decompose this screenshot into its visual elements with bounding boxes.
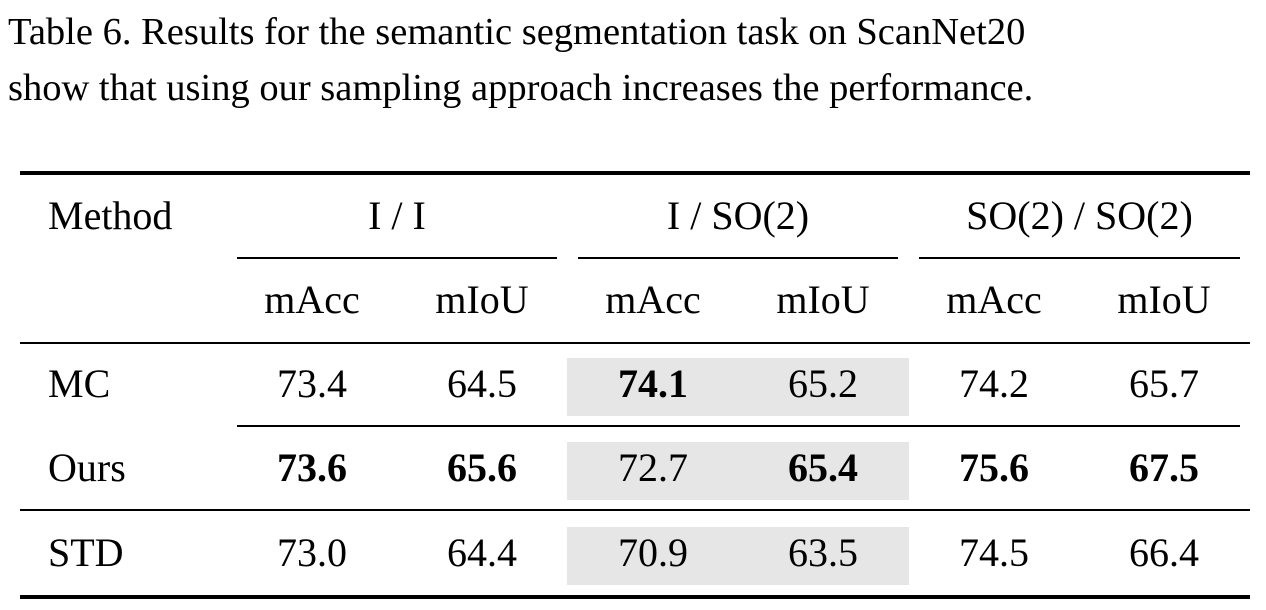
highlight-cell-std (567, 527, 909, 585)
caption-line-1: Table 6. Results for the semantic segmen… (8, 11, 1026, 53)
table-cell-best: 65.6 (447, 445, 517, 490)
metric-header: mIoU (1117, 277, 1211, 322)
highlight-cell-ours (567, 442, 909, 500)
mid-partial-rule (237, 425, 1240, 427)
row-label-ours: Ours (48, 445, 126, 490)
table-cell: 66.4 (1129, 530, 1199, 575)
table-caption: Table 6. Results for the semantic segmen… (8, 4, 1264, 116)
table-cell: 70.9 (618, 530, 688, 575)
metric-header: mAcc (605, 277, 701, 322)
group-underline-3 (919, 257, 1240, 259)
row-label-mc: MC (48, 361, 111, 406)
table-cell: 73.0 (277, 530, 347, 575)
table-cell: 73.4 (277, 361, 347, 406)
table-cell: 63.5 (788, 530, 858, 575)
table-cell: 74.5 (959, 530, 1029, 575)
group-header-1: I / I (368, 193, 426, 238)
table-cell: 65.2 (788, 361, 858, 406)
metric-header: mIoU (435, 277, 529, 322)
top-rule (20, 171, 1250, 175)
group-underline-1 (237, 257, 557, 259)
group-header-2: I / SO(2) (666, 193, 810, 238)
group-separator-rule (20, 509, 1250, 511)
table-cell-best: 75.6 (959, 445, 1029, 490)
table-cell-best: 65.4 (788, 445, 858, 490)
table-cell-best: 67.5 (1129, 445, 1199, 490)
metric-header: mAcc (264, 277, 360, 322)
metric-header: mAcc (946, 277, 1042, 322)
table-cell: 65.7 (1129, 361, 1199, 406)
table-cell: 64.4 (447, 530, 517, 575)
caption-line-2: show that using our sampling approach in… (8, 67, 1034, 109)
table-cell: 64.5 (447, 361, 517, 406)
group-underline-2 (578, 257, 898, 259)
table-cell-best: 74.1 (618, 361, 688, 406)
method-header: Method (48, 193, 173, 238)
table-cell-best: 73.6 (277, 445, 347, 490)
metric-header: mIoU (776, 277, 870, 322)
group-header-3: SO(2) / SO(2) (966, 193, 1193, 238)
header-rule (20, 342, 1250, 344)
table-cell: 74.2 (959, 361, 1029, 406)
bottom-rule (20, 595, 1250, 599)
row-label-std: STD (48, 530, 124, 575)
highlight-cell-mc (567, 358, 909, 416)
table-cell: 72.7 (618, 445, 688, 490)
